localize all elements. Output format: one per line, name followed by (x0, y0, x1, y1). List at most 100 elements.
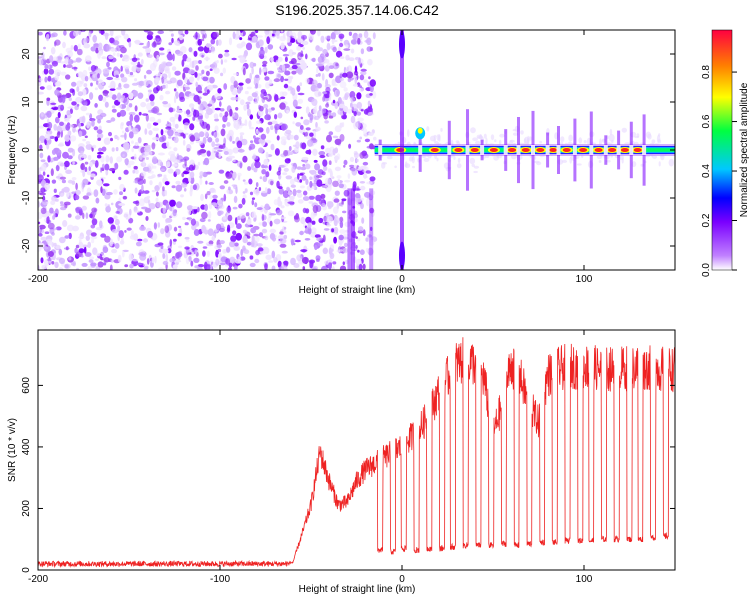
carrier-leakage (534, 156, 537, 160)
noise-speckle (224, 49, 230, 53)
noise-speckle (326, 134, 332, 143)
noise-speckle (251, 67, 254, 75)
noise-speckle (134, 179, 138, 184)
spectrogram-x-tick-label: 0 (399, 274, 405, 285)
noise-speckle (328, 131, 334, 136)
noise-speckle (111, 248, 118, 254)
noise-speckle (223, 59, 228, 63)
noise-speckle (295, 122, 302, 127)
noise-speckle (227, 214, 233, 222)
noise-speckle (40, 207, 47, 215)
noise-speckle (324, 177, 332, 186)
zero-crossing-blob (399, 241, 405, 270)
noise-speckle (304, 131, 308, 137)
noise-speckle (168, 107, 174, 113)
noise-speckle (54, 81, 62, 87)
noise-speckle (109, 88, 116, 91)
noise-speckle (342, 247, 348, 254)
noise-speckle (101, 82, 105, 86)
noise-speckle (297, 98, 304, 104)
noise-speckle (359, 249, 365, 255)
noise-speckle (338, 183, 344, 189)
noise-speckle (260, 92, 265, 99)
noise-speckle (266, 126, 270, 134)
colorbar-ticks: 0.0 0.2 0.4 0.6 0.8 (701, 65, 737, 277)
noise-speckle (85, 235, 91, 242)
noise-speckle (270, 120, 278, 125)
noise-speckle (299, 173, 304, 176)
noise-speckle (169, 30, 174, 33)
noise-speckle (368, 238, 371, 243)
noise-speckle (115, 74, 119, 79)
noise-speckle (203, 264, 211, 270)
noise-speckle (151, 257, 155, 264)
snr-x-tick-label: -200 (28, 574, 48, 585)
spectrogram-y-tick-label: 20 (21, 48, 32, 60)
noise-speckle (78, 238, 82, 247)
noise-speckle (78, 130, 83, 137)
noise-speckle (238, 82, 244, 86)
noise-speckle (262, 221, 267, 228)
noise-speckle (209, 68, 213, 71)
noise-speckle (206, 108, 213, 115)
noise-speckle (280, 96, 286, 100)
noise-speckle (82, 138, 86, 142)
noise-speckle (359, 151, 365, 159)
noise-speckle (199, 140, 204, 145)
carrier-leakage (453, 156, 456, 160)
figure-title: S196.2025.357.14.06.C42 (275, 2, 439, 18)
noise-speckle (294, 215, 300, 223)
carrier-notch-gap (616, 145, 621, 155)
noise-speckle (188, 47, 193, 53)
noise-speckle (307, 222, 312, 229)
noise-speckle (214, 107, 221, 111)
noise-speckle (339, 73, 343, 79)
noise-speckle (82, 212, 85, 219)
carrier-leakage (440, 127, 443, 132)
noise-speckle (41, 213, 49, 218)
noise-speckle (248, 146, 252, 151)
noise-speckle (260, 68, 267, 73)
noise-speckle (102, 68, 110, 74)
noise-speckle (175, 184, 183, 192)
noise-speckle (283, 150, 289, 157)
noise-speckle (152, 127, 159, 132)
noise-speckle (57, 111, 61, 119)
noise-speckle (251, 235, 255, 243)
noise-speckle (223, 193, 227, 202)
noise-speckle (197, 264, 205, 268)
noise-speckle (332, 148, 336, 156)
noise-speckle (299, 179, 303, 183)
colorbar-label: Normalized spectral amplitude (739, 82, 750, 217)
noise-speckle (81, 115, 86, 124)
noise-speckle (60, 192, 65, 197)
noise-speckle (356, 237, 361, 242)
carrier-leakage (512, 132, 519, 136)
carrier-leakage (576, 163, 582, 166)
noise-speckle (132, 169, 136, 174)
noise-speckle (66, 224, 74, 232)
noise-speckle (296, 85, 301, 92)
noise-speckle (111, 94, 117, 100)
noise-speckle (323, 228, 330, 231)
noise-speckle (108, 55, 114, 60)
noise-speckle (75, 244, 80, 249)
noise-speckle (162, 206, 166, 214)
noise-speckle (279, 35, 287, 42)
noise-speckle (79, 154, 87, 158)
noise-speckle (146, 122, 152, 130)
noise-speckle (334, 190, 340, 196)
noise-speckle (297, 199, 304, 204)
noise-speckle (233, 265, 238, 270)
noise-speckle (304, 160, 308, 164)
noise-speckle (163, 174, 167, 178)
noise-speckle (310, 30, 316, 35)
noise-speckle (116, 52, 120, 57)
noise-speckle (180, 194, 184, 198)
noise-speckle (357, 249, 360, 253)
noise-speckle (39, 86, 45, 90)
noise-speckle (247, 108, 251, 117)
carrier-peak-red (470, 148, 479, 152)
spectrogram-y-axis-label: Frequency (Hz) (7, 116, 18, 185)
noise-speckle (245, 101, 251, 105)
